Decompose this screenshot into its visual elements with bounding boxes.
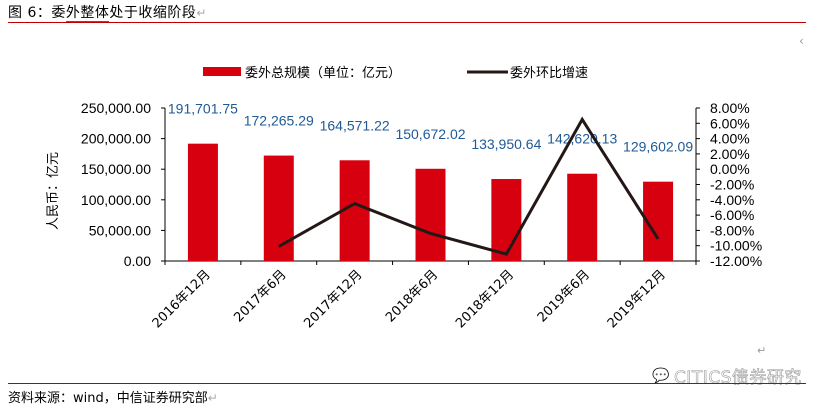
legend-bar-swatch <box>203 67 241 76</box>
source-text: 资料来源：wind，中信证券研究部 <box>8 391 208 406</box>
x-category-label: 2018年12月 <box>453 267 517 331</box>
legend-line-label: 委外环比增速 <box>510 66 588 81</box>
x-category-label: 2016年12月 <box>150 267 214 331</box>
right-tick-label: 6.00% <box>710 115 750 131</box>
left-tick-label: 100,000.00 <box>81 192 151 208</box>
caption-underlined: 外整体 <box>65 5 110 22</box>
side-arrow-icon: ‹ <box>799 34 804 48</box>
left-tick-label: 200,000.00 <box>81 131 151 147</box>
return-mark: ↵ <box>196 6 207 20</box>
bar-data-label: 164,571.22 <box>320 117 390 133</box>
bar <box>491 179 522 261</box>
right-tick-label: 2.00% <box>710 146 750 162</box>
bar-data-label: 133,950.64 <box>471 136 541 152</box>
right-tick-label: -6.00% <box>710 207 754 223</box>
bar-data-label: 142,620.13 <box>547 131 617 147</box>
x-category-label: 2017年6月 <box>231 267 289 325</box>
right-tick-label: -2.00% <box>710 177 754 193</box>
right-tick-label: -4.00% <box>710 192 754 208</box>
x-category-label: 2018年6月 <box>383 267 441 325</box>
right-tick-label: -8.00% <box>710 222 754 238</box>
bar-data-label: 129,602.09 <box>623 139 693 155</box>
x-category-label: 2019年12月 <box>605 267 669 331</box>
caption-prefix: 图 6：委 <box>8 5 66 21</box>
bottom-rule <box>8 383 806 384</box>
top-rule <box>8 22 806 23</box>
legend-bar-label: 委外总规模（单位：亿元） <box>245 66 401 81</box>
growth-line <box>278 116 660 256</box>
x-category-label: 2017年12月 <box>301 267 365 331</box>
bar-data-label: 172,265.29 <box>244 113 314 129</box>
left-tick-label: 50,000.00 <box>89 222 151 238</box>
right-tick-label: 4.00% <box>710 131 750 147</box>
bar-data-label: 191,701.75 <box>168 101 238 117</box>
wechat-icon: 💬 <box>652 367 670 384</box>
bar-data-label: 150,672.02 <box>395 126 465 142</box>
right-tick-label: 8.00% <box>710 100 750 116</box>
bar <box>187 143 218 261</box>
return-mark-icon: ↵ <box>757 344 767 357</box>
source-note: 资料来源：wind，中信证券研究部↵ <box>8 387 218 406</box>
x-category-label: 2019年6月 <box>535 267 593 325</box>
bar <box>567 173 598 261</box>
bar <box>415 168 446 261</box>
return-mark: ↵ <box>207 391 218 405</box>
left-tick-label: 250,000.00 <box>81 100 151 116</box>
right-tick-label: -10.00% <box>710 238 762 254</box>
bar <box>263 155 294 261</box>
caption-suffix: 处于收缩阶段 <box>109 5 197 21</box>
left-axis-title: 人民币：亿元 <box>46 152 61 230</box>
right-tick-label: 0.00% <box>710 161 750 177</box>
left-tick-label: 0.00 <box>124 253 151 269</box>
left-tick-label: 150,000.00 <box>81 161 151 177</box>
watermark: 💬 CITICS债券研究 <box>652 363 802 389</box>
watermark-text: CITICS债券研究 <box>673 368 802 389</box>
right-tick-label: -12.00% <box>710 253 762 269</box>
figure-caption: 图 6：委外整体处于收缩阶段↵ <box>8 2 207 22</box>
